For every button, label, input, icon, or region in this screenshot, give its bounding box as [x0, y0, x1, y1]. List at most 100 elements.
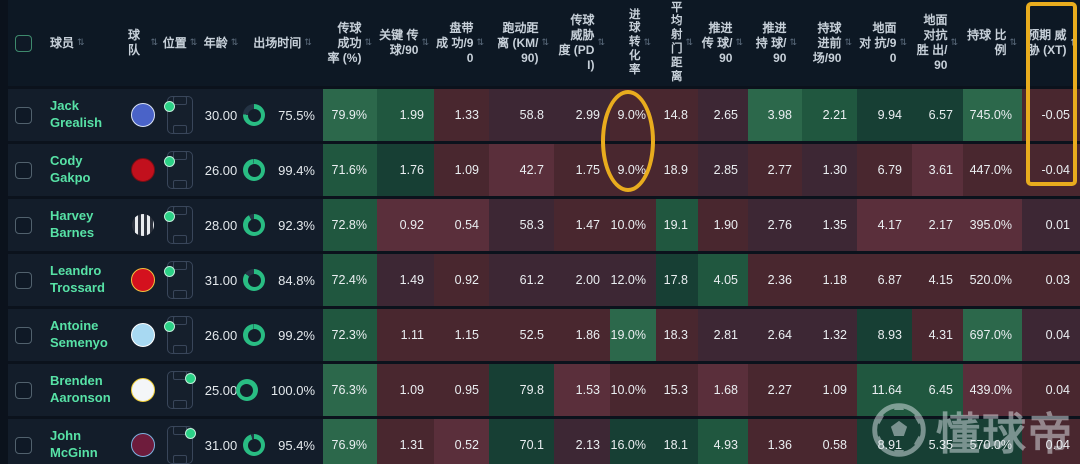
column-header-player[interactable]: 球员 ⇅	[38, 0, 126, 86]
sort-icon: ⇅	[950, 37, 958, 48]
cell-key-passes-90: 1.49	[377, 254, 434, 306]
sort-icon: ⇅	[541, 37, 549, 48]
column-header-carries-final-third-90[interactable]: 持球 进前 场/90 ⇅	[802, 0, 857, 86]
cell-pass-accuracy: 72.8%	[323, 199, 377, 251]
sort-icon: ⇅	[735, 37, 743, 48]
cell-avg-shot-distance: 19.1	[656, 199, 698, 251]
cell-ground-duels-90: 8.93	[857, 309, 912, 361]
column-header-dribbles-90[interactable]: 盘带 成 功/90 ⇅	[434, 0, 489, 86]
player-row-brenden-aaronson[interactable]: Brenden Aaronson 25.00 100.0% 76.3% 1.09 0.95…	[8, 364, 1080, 416]
player-name[interactable]: Jack Grealish	[50, 98, 103, 130]
cell-carries-final-third-90: 1.18	[802, 254, 857, 306]
cell-progressive-carries-90: 3.98	[748, 89, 802, 141]
pitch-top-box-icon	[173, 316, 187, 325]
cell-progressive-carries-90: 2.77	[748, 144, 802, 196]
minutes-cell: 84.8%	[242, 254, 323, 306]
cell-ground-duels-90: 11.64	[857, 364, 912, 416]
position-cell	[160, 309, 200, 361]
column-header-pass-threat-pdi[interactable]: 传球 威胁 度 (PDI) ⇅	[554, 0, 610, 86]
pitch-bottom-box-icon	[173, 455, 187, 464]
column-header-pass-accuracy[interactable]: 传球 成功 率 (%) ⇅	[323, 0, 377, 86]
ring-hole	[247, 438, 261, 452]
table-body: Jack Grealish 30.00 75.5% 79.9% 1.99 1.33 58.8…	[8, 89, 1080, 464]
position-pitch-icon	[164, 206, 193, 244]
cell-progressive-carries-90: 2.64	[748, 309, 802, 361]
position-dot-icon	[185, 373, 196, 384]
column-header-possession-ratio[interactable]: 持球 比例 ⇅	[963, 0, 1022, 86]
age-value: 31.00	[204, 272, 238, 288]
select-all-checkbox[interactable]	[14, 34, 32, 52]
cell-key-passes-90: 1.09	[377, 364, 434, 416]
column-label: 进球转化率	[628, 8, 641, 76]
column-header-progressive-carries-90[interactable]: 推进 持 球/90 ⇅	[748, 0, 802, 86]
position-cell	[160, 199, 200, 251]
column-label: 平均射门距离	[670, 1, 683, 83]
position-pitch-icon	[164, 316, 193, 354]
player-name[interactable]: Cody Gakpo	[50, 153, 91, 185]
row-checkbox[interactable]	[14, 161, 32, 179]
cell-progressive-passes-90: 1.90	[698, 199, 748, 251]
cell-carries-final-third-90: 0.58	[802, 419, 857, 464]
player-row-cody-gakpo[interactable]: Cody Gakpo 26.00 99.4% 71.6% 1.76 1.09 42.7 1.7…	[8, 144, 1080, 196]
cell-pass-accuracy: 71.6%	[323, 144, 377, 196]
cell-distance-km-90: 70.1	[489, 419, 554, 464]
row-checkbox[interactable]	[14, 216, 32, 234]
cell-key-passes-90: 0.92	[377, 199, 434, 251]
cell-ground-duels-90: 4.17	[857, 199, 912, 251]
cell-distance-km-90: 58.8	[489, 89, 554, 141]
age-value: 25.00	[204, 382, 238, 398]
position-dot-icon	[164, 101, 175, 112]
minutes-cell: 92.3%	[242, 199, 323, 251]
column-header-position[interactable]: 位置 ⇅	[160, 0, 200, 86]
player-row-john-mcginn[interactable]: John McGinn 31.00 95.4% 76.9% 1.31 0.52 70.1 2.…	[8, 419, 1080, 464]
row-checkbox[interactable]	[14, 326, 32, 344]
cell-ground-duels-won-90: 2.17	[912, 199, 963, 251]
column-label: 球队	[128, 28, 141, 57]
player-name[interactable]: John McGinn	[50, 428, 98, 460]
column-header-avg-shot-distance[interactable]: 平均射门距离 ⇅	[656, 0, 698, 86]
cell-ground-duels-won-90: 6.45	[912, 364, 963, 416]
player-row-harvey-barnes[interactable]: Harvey Barnes 28.00 92.3% 72.8% 0.92 0.54 58.3…	[8, 199, 1080, 251]
row-checkbox[interactable]	[14, 381, 32, 399]
column-header-ground-duels-90[interactable]: 地面 对 抗/90 ⇅	[857, 0, 912, 86]
column-header-key-passes-90[interactable]: 关键 传 球/90 ⇅	[377, 0, 434, 86]
cell-key-passes-90: 1.31	[377, 419, 434, 464]
column-header-minutes[interactable]: 出场时间 ⇅	[242, 0, 323, 86]
column-header-progressive-passes-90[interactable]: 推进 传 球/90 ⇅	[698, 0, 748, 86]
cell-carries-final-third-90: 1.35	[802, 199, 857, 251]
column-header-ground-duels-won-90[interactable]: 地面 对抗 胜 出/90 ⇅	[912, 0, 963, 86]
cell-goal-conversion: 10.0%	[610, 364, 656, 416]
pitch-top-box-icon	[173, 96, 187, 105]
column-header-goal-conversion[interactable]: 进球转化率 ⇅	[610, 0, 656, 86]
cell-pass-accuracy: 79.9%	[323, 89, 377, 141]
minutes-ring	[243, 324, 266, 346]
player-name[interactable]: Brenden Aaronson	[50, 373, 111, 405]
cell-key-passes-90: 1.99	[377, 89, 434, 141]
column-header-distance-km-90[interactable]: 跑动距离 (KM/90) ⇅	[489, 0, 554, 86]
column-label: 推进 持 球/90	[755, 20, 787, 65]
sort-icon: ↑	[1069, 36, 1076, 49]
row-checkbox[interactable]	[14, 436, 32, 454]
player-name[interactable]: Leandro Trossard	[50, 263, 105, 295]
player-row-jack-grealish[interactable]: Jack Grealish 30.00 75.5% 79.9% 1.99 1.33 58.8…	[8, 89, 1080, 141]
position-cell	[160, 254, 200, 306]
column-header-team[interactable]: 球队 ⇅	[126, 0, 160, 86]
cell-distance-km-90: 52.5	[489, 309, 554, 361]
player-name[interactable]: Antoine Semenyo	[50, 318, 108, 350]
row-checkbox[interactable]	[14, 106, 32, 124]
row-checkbox[interactable]	[14, 271, 32, 289]
age-cell: 26.00	[200, 309, 242, 361]
cell-progressive-passes-90: 4.05	[698, 254, 748, 306]
minutes-ring	[243, 104, 266, 126]
player-row-antoine-semenyo[interactable]: Antoine Semenyo 26.00 99.2% 72.3% 1.11 1.15 52…	[8, 309, 1080, 361]
column-label: 地面 对抗 胜 出/90	[916, 13, 948, 72]
column-header-age[interactable]: 年龄 ⇅	[200, 0, 242, 86]
cell-goal-conversion: 19.0%	[610, 309, 656, 361]
player-name[interactable]: Harvey Barnes	[50, 208, 95, 240]
column-label: 盘带 成 功/90	[436, 20, 474, 65]
cell-progressive-passes-90: 1.68	[698, 364, 748, 416]
column-header-expected-threat-xt[interactable]: 预期 威胁 (XT) ↑	[1022, 0, 1080, 86]
player-row-leandro-trossard[interactable]: Leandro Trossard 31.00 84.8% 72.4% 1.49 0.92 6…	[8, 254, 1080, 306]
ring-hole	[240, 383, 254, 397]
